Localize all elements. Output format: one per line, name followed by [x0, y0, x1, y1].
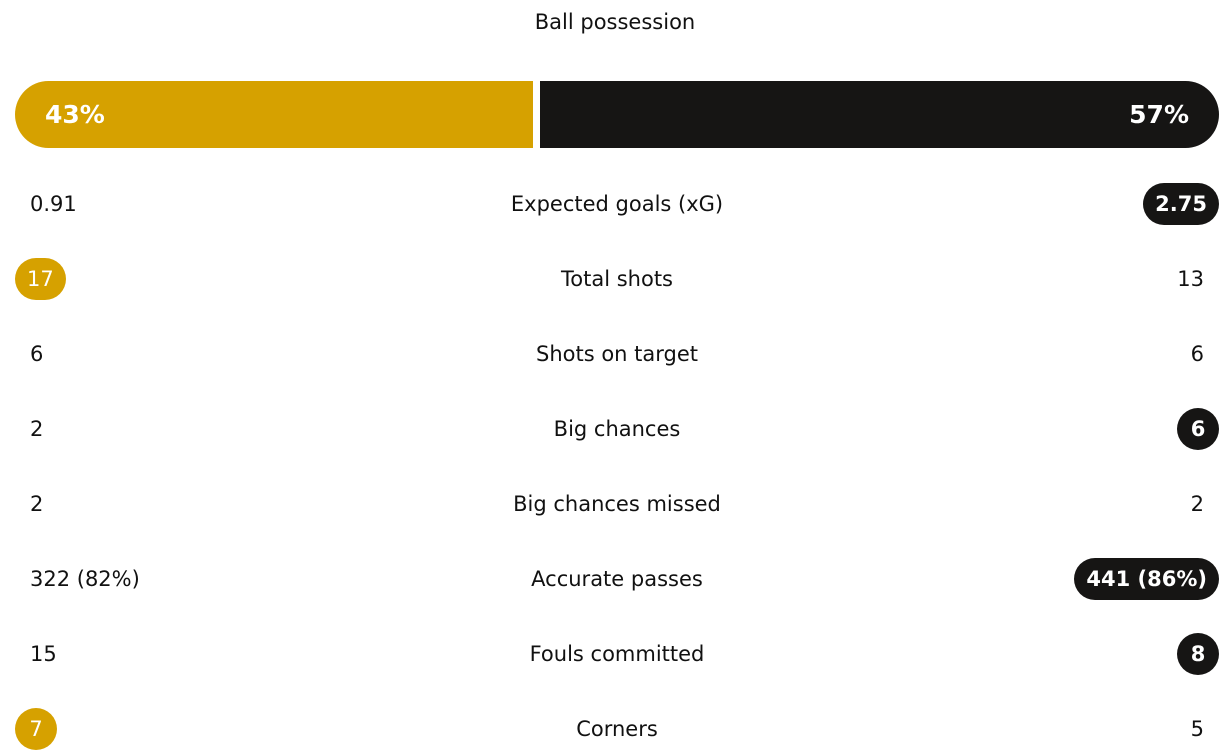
- stat-row: 7 Corners 5: [15, 708, 1219, 750]
- stat-row: 0.91 Expected goals (xG) 2.75: [15, 183, 1219, 225]
- stat-away-value: 2: [1190, 492, 1204, 516]
- possession-away: 57%: [540, 81, 1219, 148]
- stat-row: 6 Shots on target 6: [15, 333, 1219, 375]
- stat-away-value: 2.75: [1143, 183, 1219, 225]
- stat-home-value: 15: [30, 642, 57, 666]
- stat-away-value: 6: [1190, 342, 1204, 366]
- stat-home-value: 6: [30, 342, 44, 366]
- stat-label: Corners: [576, 717, 658, 741]
- section-title: Ball possession: [534, 10, 696, 34]
- stat-away-value: 13: [1177, 267, 1204, 291]
- stat-label: Accurate passes: [531, 567, 703, 591]
- stat-home-value: 17: [15, 258, 66, 300]
- stat-home-value: 322 (82%): [30, 567, 140, 591]
- stat-home-value: 2: [30, 417, 44, 441]
- stat-row: 17 Total shots 13: [15, 258, 1219, 300]
- stat-label: Big chances missed: [513, 492, 721, 516]
- stat-home-value: 2: [30, 492, 44, 516]
- stat-row: 15 Fouls committed 8: [15, 633, 1219, 675]
- stat-label: Shots on target: [535, 342, 699, 366]
- stat-row: 2 Big chances missed 2: [15, 483, 1219, 525]
- stat-home-value: 7: [15, 708, 57, 750]
- stat-home-value: 0.91: [30, 192, 77, 216]
- stat-row: 2 Big chances 6: [15, 408, 1219, 450]
- stat-label: Big chances: [553, 417, 681, 441]
- stat-label: Expected goals (xG): [510, 192, 724, 216]
- stat-away-value: 441 (86%): [1074, 558, 1219, 600]
- stat-away-value: 5: [1190, 717, 1204, 741]
- stat-away-value: 8: [1177, 633, 1219, 675]
- possession-home: 43%: [15, 81, 534, 148]
- stat-label: Fouls committed: [529, 642, 705, 666]
- possession-bar: 43% 57%: [15, 81, 1219, 148]
- stat-away-value: 6: [1177, 408, 1219, 450]
- stat-label: Total shots: [561, 267, 673, 291]
- stat-row: 322 (82%) Accurate passes 441 (86%): [15, 558, 1219, 600]
